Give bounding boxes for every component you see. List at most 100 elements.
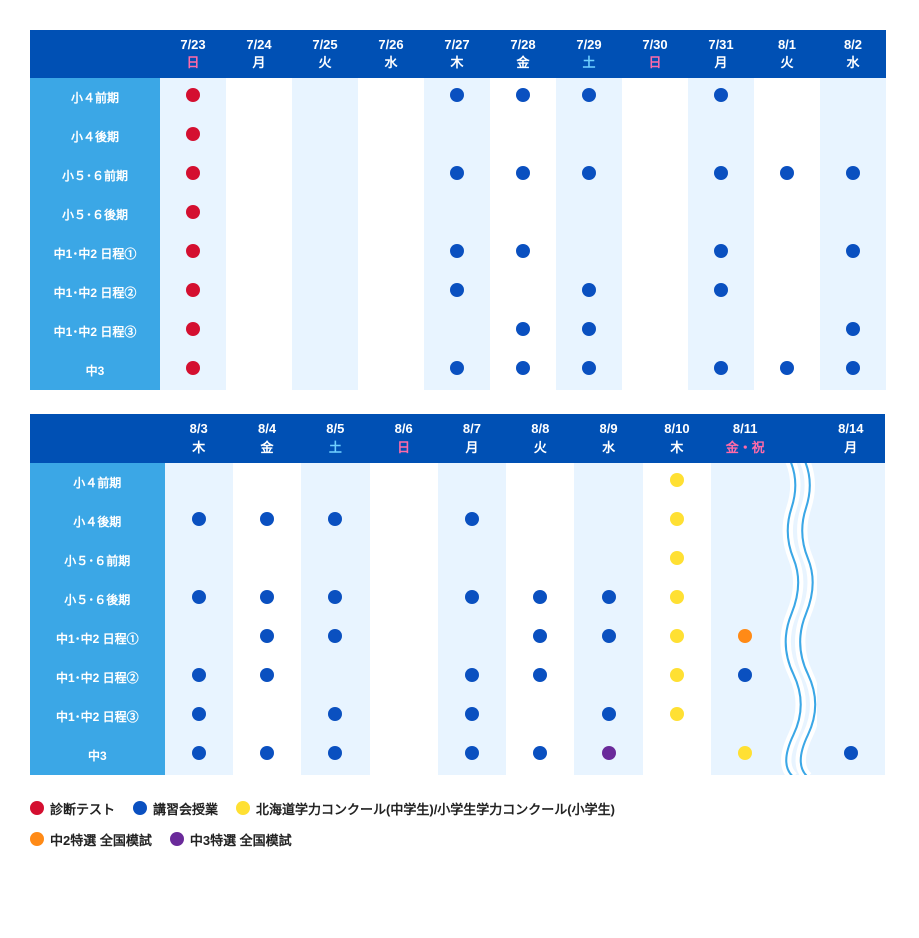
col-date: 8/1 bbox=[756, 36, 818, 54]
status-dot-blue bbox=[465, 668, 479, 682]
schedule-cell bbox=[301, 658, 369, 697]
row-header: 小５･６前期 bbox=[30, 156, 160, 195]
schedule-cell bbox=[556, 117, 622, 156]
col-header: 7/31月 bbox=[688, 30, 754, 78]
legend-label: 中3特選 全国模試 bbox=[190, 830, 292, 849]
status-dot-yellow bbox=[670, 473, 684, 487]
status-dot-blue bbox=[260, 629, 274, 643]
schedule-cell bbox=[438, 580, 506, 619]
col-header: 7/28金 bbox=[490, 30, 556, 78]
status-dot-blue bbox=[450, 166, 464, 180]
schedule-cell bbox=[506, 502, 574, 541]
schedule-cell bbox=[292, 312, 358, 351]
schedule-cell bbox=[160, 273, 226, 312]
col-header: 8/5土 bbox=[301, 414, 369, 462]
row-header: 小４後期 bbox=[30, 502, 165, 541]
schedule-cell bbox=[820, 273, 886, 312]
schedule-cell bbox=[820, 351, 886, 390]
status-dot-blue bbox=[192, 668, 206, 682]
col-day: 月 bbox=[819, 439, 883, 457]
col-day: 月 bbox=[228, 54, 290, 72]
schedule-cell bbox=[233, 502, 301, 541]
schedule-cell bbox=[424, 156, 490, 195]
schedule-cell bbox=[506, 736, 574, 775]
row-header: 小５･６後期 bbox=[30, 580, 165, 619]
schedule-cell bbox=[165, 736, 233, 775]
schedule-cell bbox=[424, 351, 490, 390]
status-dot-blue bbox=[846, 166, 860, 180]
schedule-cell bbox=[643, 541, 711, 580]
schedule-cell bbox=[165, 658, 233, 697]
schedule-cell bbox=[490, 273, 556, 312]
schedule-cell bbox=[506, 619, 574, 658]
schedule-cell bbox=[233, 463, 301, 502]
schedule-cell bbox=[165, 502, 233, 541]
schedule-cell bbox=[817, 580, 885, 619]
schedule-cell bbox=[226, 156, 292, 195]
schedule-cell bbox=[556, 273, 622, 312]
schedule-cell bbox=[160, 195, 226, 234]
schedule-cell bbox=[754, 273, 820, 312]
schedule-cell bbox=[292, 351, 358, 390]
col-header: 7/30日 bbox=[622, 30, 688, 78]
schedule-cell bbox=[226, 234, 292, 273]
col-date: 7/26 bbox=[360, 36, 422, 54]
schedule-cell bbox=[165, 463, 233, 502]
col-header: 7/29土 bbox=[556, 30, 622, 78]
schedule-cell bbox=[643, 658, 711, 697]
schedule-cell bbox=[160, 312, 226, 351]
row-header: 中1･中2 日程② bbox=[30, 658, 165, 697]
schedule-cell bbox=[574, 541, 642, 580]
schedule-cell bbox=[490, 234, 556, 273]
schedule-cell bbox=[820, 195, 886, 234]
schedule-cell bbox=[754, 351, 820, 390]
status-dot-red bbox=[186, 127, 200, 141]
schedule-cell bbox=[506, 463, 574, 502]
status-dot-blue bbox=[328, 512, 342, 526]
col-header: 7/24月 bbox=[226, 30, 292, 78]
status-dot-blue bbox=[192, 707, 206, 721]
schedule-cell bbox=[160, 78, 226, 117]
schedule-cell bbox=[226, 273, 292, 312]
schedule-cell bbox=[622, 312, 688, 351]
legend-dot-purple bbox=[170, 832, 184, 846]
col-day: 火 bbox=[294, 54, 356, 72]
schedule-cell bbox=[688, 312, 754, 351]
row-header: 小４前期 bbox=[30, 78, 160, 117]
status-dot-blue bbox=[192, 746, 206, 760]
legend-item: 中2特選 全国模試 bbox=[30, 830, 152, 849]
col-day: 金・祝 bbox=[713, 439, 777, 457]
schedule-cell bbox=[370, 502, 438, 541]
status-dot-blue bbox=[738, 668, 752, 682]
schedule-cell bbox=[165, 541, 233, 580]
col-date: 7/28 bbox=[492, 36, 554, 54]
schedule-cell bbox=[688, 351, 754, 390]
col-date: 7/27 bbox=[426, 36, 488, 54]
status-dot-blue bbox=[533, 629, 547, 643]
schedule-cell bbox=[233, 580, 301, 619]
status-dot-yellow bbox=[670, 707, 684, 721]
schedule-cell bbox=[370, 463, 438, 502]
schedule-cell bbox=[438, 541, 506, 580]
col-day: 日 bbox=[162, 54, 224, 72]
col-header: 7/27木 bbox=[424, 30, 490, 78]
schedule-cell bbox=[817, 502, 885, 541]
status-dot-red bbox=[186, 205, 200, 219]
col-day: 水 bbox=[576, 439, 640, 457]
status-dot-blue bbox=[465, 590, 479, 604]
col-day: 土 bbox=[558, 54, 620, 72]
col-day: 土 bbox=[303, 439, 367, 457]
col-day: 木 bbox=[645, 439, 709, 457]
row-header: 小４前期 bbox=[30, 463, 165, 502]
schedule-cell bbox=[370, 541, 438, 580]
schedule-cell bbox=[711, 619, 779, 658]
legend-dot-blue bbox=[133, 801, 147, 815]
schedule-cell bbox=[622, 351, 688, 390]
status-dot-blue bbox=[465, 746, 479, 760]
schedule-cell bbox=[574, 697, 642, 736]
legend: 診断テスト講習会授業北海道学力コンクール(中学生)/小学生学力コンクール(小学生… bbox=[30, 799, 889, 849]
schedule-cell bbox=[574, 619, 642, 658]
col-date: 8/6 bbox=[372, 420, 436, 438]
break-column bbox=[779, 463, 816, 775]
schedule-cell bbox=[370, 697, 438, 736]
